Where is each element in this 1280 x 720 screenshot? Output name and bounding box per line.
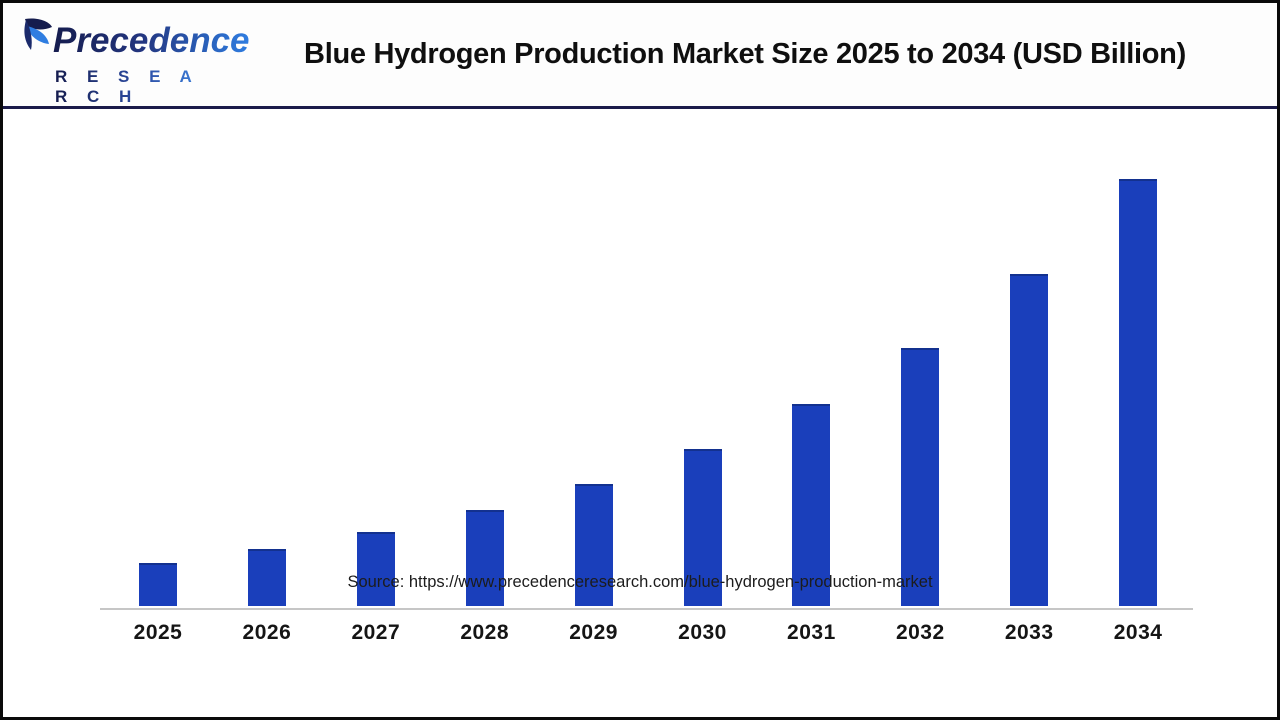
bar-2027 bbox=[356, 532, 395, 606]
bar-2033 bbox=[1010, 273, 1049, 606]
bar-2034 bbox=[1119, 179, 1158, 606]
header: Precedence R E S E A R C H Blue Hydrogen… bbox=[3, 3, 1277, 106]
x-axis-label-2026: 2026 bbox=[242, 621, 292, 644]
x-axis-label-2028: 2028 bbox=[460, 621, 510, 644]
chart-title: Blue Hydrogen Production Market Size 202… bbox=[304, 38, 1186, 70]
bar-2032 bbox=[901, 348, 940, 606]
logo-text-research: R E S E A R C H bbox=[55, 67, 219, 107]
bar-2029 bbox=[574, 483, 613, 606]
x-axis-label-2030: 2030 bbox=[678, 621, 727, 644]
plot-area bbox=[3, 109, 1277, 608]
bar-chart: 2025 2026 2027 2028 2029 2030 2031 2032 2033 2034 bbox=[3, 109, 1277, 717]
bar-2026 bbox=[247, 549, 286, 606]
x-axis-line bbox=[100, 608, 1193, 610]
x-axis-label-2033: 2033 bbox=[1004, 621, 1054, 644]
bar-2031 bbox=[792, 404, 831, 606]
precedence-research-logo: Precedence R E S E A R C H bbox=[19, 15, 250, 106]
header-divider bbox=[3, 106, 1277, 109]
x-axis-label-2029: 2029 bbox=[569, 621, 618, 644]
logo-text-precedence: Precedence bbox=[53, 21, 250, 60]
bar-2030 bbox=[683, 448, 722, 606]
bar-2025 bbox=[139, 562, 177, 606]
x-axis-label-2034: 2034 bbox=[1113, 621, 1163, 644]
x-axis-label-2032: 2032 bbox=[895, 621, 945, 644]
bar-2028 bbox=[465, 509, 504, 606]
source-text: Source: https://www.precedenceresearch.c… bbox=[347, 573, 933, 591]
x-axis-label-2031: 2031 bbox=[787, 621, 836, 644]
leaf-icon bbox=[19, 17, 59, 66]
x-axis-label-2027: 2027 bbox=[351, 621, 401, 644]
x-axis-label-2025: 2025 bbox=[133, 621, 183, 644]
